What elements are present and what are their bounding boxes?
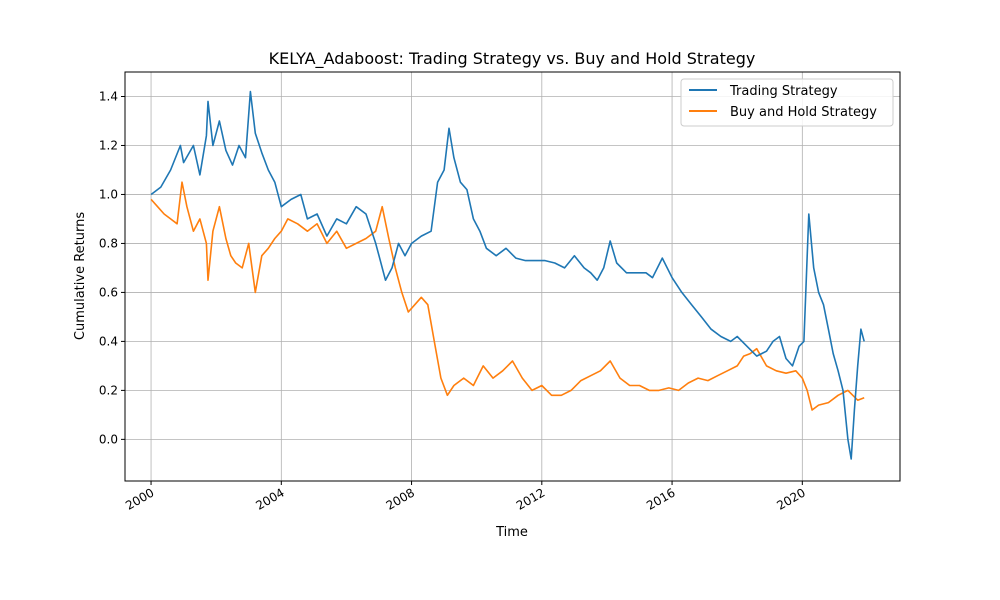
plot-frame xyxy=(124,71,901,482)
y-tick-label: 0.6 xyxy=(99,285,118,299)
y-tick-label: 0.8 xyxy=(99,236,118,250)
chart-title: KELYA_Adaboost: Trading Strategy vs. Buy… xyxy=(269,49,756,69)
x-axis-title: Time xyxy=(495,525,528,540)
y-tick-label: 0.2 xyxy=(99,383,118,397)
y-tick-label: 1.2 xyxy=(99,138,118,152)
grid xyxy=(125,72,900,481)
series-line-buy-and-hold xyxy=(150,181,865,411)
legend-label-trading-strategy: Trading Strategy xyxy=(729,84,838,99)
legend-label-buy-and-hold: Buy and Hold Strategy xyxy=(730,105,877,120)
y-axis-title: Cumulative Returns xyxy=(73,212,88,340)
legend-box xyxy=(680,78,894,127)
y-tick-label: 1.4 xyxy=(99,89,118,103)
ticks: 2000 2004 2008 2012 2016 20200.00.20.40.60.81… xyxy=(99,89,808,512)
series-group xyxy=(150,90,865,460)
legend: Trading Strategy Buy and Hold Strategy xyxy=(680,78,894,127)
series-line-trading-strategy xyxy=(150,90,865,460)
y-tick-label: 1.0 xyxy=(99,187,118,201)
y-tick-label: 0.4 xyxy=(99,334,118,348)
y-tick-label: 0.0 xyxy=(99,432,118,446)
